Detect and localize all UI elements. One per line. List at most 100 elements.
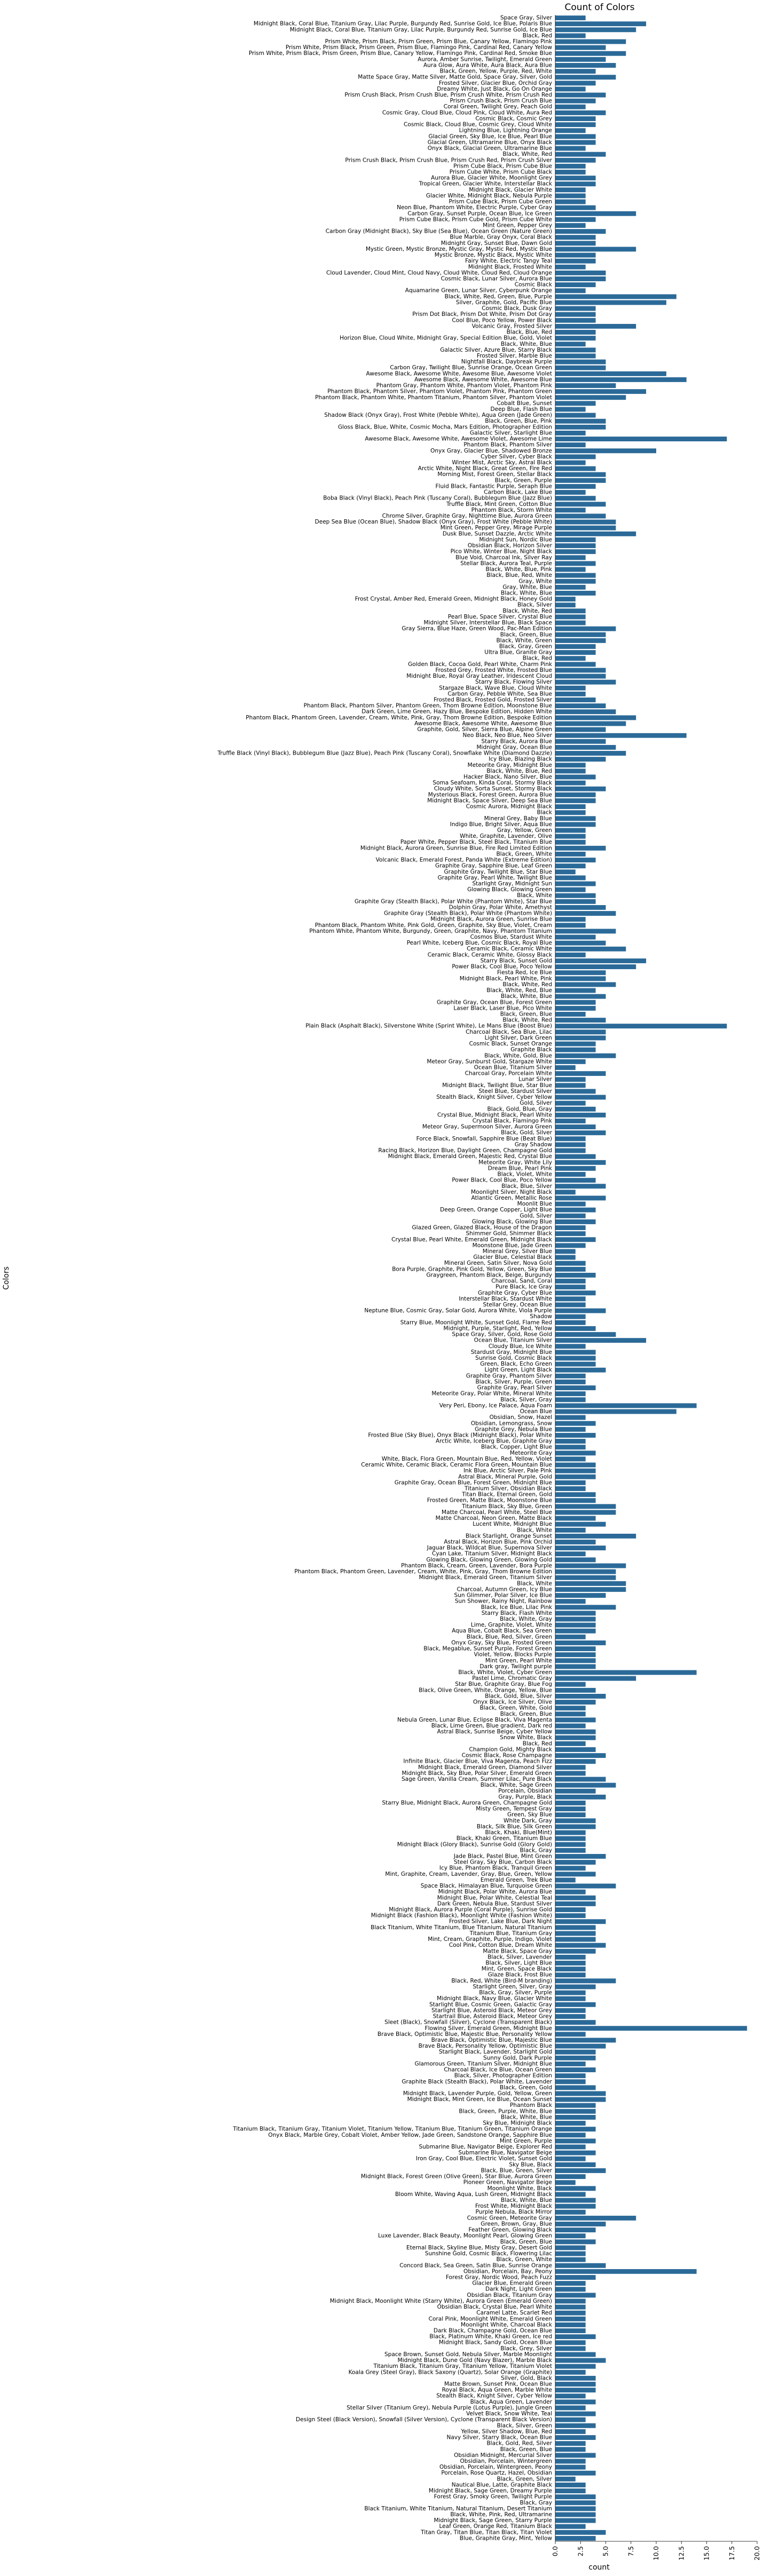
bar <box>555 839 586 845</box>
y-tick-label: Black, Ice Blue, Lilac Pink <box>481 1604 553 1611</box>
y-tick-label: Black, Green, Gold <box>500 2084 552 2091</box>
y-tick-label: Gold, Silver <box>520 1212 552 1219</box>
bar <box>555 2340 586 2345</box>
y-tick-label: Phantom Black, Phantom Green, Lavender, … <box>294 1568 552 1575</box>
y-tick-label: Black, Gold, Blue, Gray <box>487 1106 552 1112</box>
y-tick-label: Prism Dot Black, Prism Dot White, Prism … <box>412 311 552 318</box>
y-tick-label: Glowing Black, Glowing Blue <box>472 1218 552 1225</box>
y-tick-label: Obsidian, Porcelain, Wintergreen <box>460 2458 553 2464</box>
y-tick-label: Starry Black, Aurora Blue <box>481 738 552 744</box>
y-tick-label: Icy Blue, Phantom Black, Tranquil Green <box>439 1865 552 1872</box>
bar <box>555 845 606 851</box>
y-tick-label: Green, Sky Blue <box>507 1812 552 1818</box>
bar <box>555 110 606 115</box>
bar <box>555 2026 748 2031</box>
bar <box>555 1842 586 1847</box>
y-tick-label: Obsidian, Porcelain, Bay, Peony <box>463 2268 552 2274</box>
bar <box>555 923 586 928</box>
y-tick-label: Pico White, Winter Blue, Night Black <box>451 549 553 555</box>
y-tick-label: Cosmic Green, Meteorite Gray <box>467 2215 552 2221</box>
bar <box>555 774 596 780</box>
bar <box>555 1824 596 1829</box>
y-tick-label: Space Gray, Silver, Gold, Rose Gold <box>452 1331 552 1338</box>
y-tick-label: Titanium Blue, Titanium Gray <box>469 1930 552 1937</box>
y-tick-label: Midnight Black, Pearl White, Pink <box>460 976 553 982</box>
bar <box>555 146 586 151</box>
y-tick-label: Titan Black, Eternal Green, Gold <box>461 1492 552 1498</box>
y-tick-label: Mint Green, Pepper Grey <box>483 223 552 229</box>
bar <box>555 2269 697 2274</box>
bar <box>555 786 606 791</box>
y-tick-label: Black, White, Red <box>502 981 552 988</box>
bar <box>555 163 586 169</box>
y-tick-label: Leaf Green, Orange Red, Titanium Black <box>439 2523 552 2530</box>
y-tick-label: Pearl Blue, Space Silver, Crystal Blue <box>448 614 552 620</box>
y-tick-label: Matte Black, Space Gray <box>483 1948 552 1954</box>
y-tick-label: Ink Blue, Arctic Silver, Pale Pink <box>463 1468 553 1474</box>
y-tick-label: Obsidian Midnight, Mercurial Silver <box>454 2452 553 2459</box>
y-tick-label: Sunny Gold, Dark Purple <box>483 2055 552 2061</box>
y-tick-label: White, Black, Flora Green, Mountain Blue… <box>382 1456 552 1462</box>
bar <box>555 217 596 222</box>
y-tick-label: Midnight Sun, Nordic Blue <box>479 536 552 543</box>
bar <box>555 1581 626 1586</box>
bar <box>555 2002 596 2007</box>
x-tick-label: 10.0 <box>652 2546 660 2561</box>
y-tick-label: Awesome Black, Awesome White, Awesome Vi… <box>365 436 552 442</box>
bar <box>555 2085 596 2090</box>
y-tick-label: Glowing Black, Glowing Green <box>467 886 552 893</box>
bar <box>555 721 626 726</box>
y-tick-label: Black, Silver, Purple, Green <box>475 1378 552 1385</box>
y-tick-label: Crystal Black, Flamingo Pink <box>473 1118 553 1124</box>
bar <box>555 2275 596 2280</box>
bar <box>555 2186 596 2191</box>
bar <box>555 1012 586 1017</box>
bar <box>555 1587 626 1592</box>
y-tick-label: Midnight Black, Emerald Green, Majestic … <box>388 1153 552 1160</box>
bar <box>555 952 586 957</box>
bar <box>555 1148 586 1153</box>
bar <box>555 2316 586 2321</box>
y-tick-label: Blue Marble, Gray Onyx, Coral Black <box>450 234 552 241</box>
bar <box>555 1320 586 1325</box>
bar <box>555 1687 596 1693</box>
y-tick-label: Ceramic White, Ceramic Black, Ceramic Fl… <box>361 1462 552 1468</box>
bar <box>555 258 596 264</box>
bar <box>555 1415 586 1420</box>
bar <box>555 828 586 833</box>
bar <box>555 656 586 661</box>
y-tick-label: Glacial Green, Sky Blue, Ice Blue, Pearl… <box>429 133 552 140</box>
y-tick-label: Meteorite Gray, White Lily <box>478 1159 552 1166</box>
y-tick-label: Champion Gold, Mighty Black <box>469 1746 552 1753</box>
bar <box>555 751 626 756</box>
bar <box>555 1729 596 1734</box>
bar <box>555 1243 586 1248</box>
y-tick-label: Prism Cube Black, Prism Cube Green <box>449 199 552 205</box>
bar <box>555 252 596 258</box>
bar <box>555 2382 596 2387</box>
bar <box>555 92 606 98</box>
bar <box>555 2298 586 2304</box>
bar <box>555 342 586 347</box>
y-tick-label: Black, Silver, Light Blue <box>485 1960 552 1967</box>
y-tick-label: Cool Blue, Poco Yellow, Power Black <box>452 317 552 323</box>
bar <box>555 2109 596 2114</box>
y-tick-label: Onyx Black, Ice Silver, Olive <box>473 1699 552 1706</box>
y-tick-label: Black, Violet, White <box>497 1171 552 1178</box>
bar <box>555 264 586 270</box>
y-tick-label: Gray, Purple, Black <box>499 1794 553 1800</box>
y-tick-label: Porcelain, Rose Quartz, Hazel, Obsidian <box>441 2470 552 2476</box>
bar <box>555 1646 596 1651</box>
bar <box>555 597 576 602</box>
bar <box>555 1504 616 1509</box>
y-tick-label: Black, Blue, Green, Silver <box>481 2167 552 2174</box>
bar <box>555 2055 596 2060</box>
bar <box>555 1445 586 1450</box>
bar <box>555 881 596 886</box>
y-tick-label: Deep Blue, Flash Blue <box>490 406 552 413</box>
y-tick-label: Cosmic Black, Dusk Gray <box>482 305 552 312</box>
bar <box>555 816 596 821</box>
bar <box>555 1599 586 1604</box>
y-tick-label: Black, White, Violet, Cyber Green <box>458 1669 552 1676</box>
